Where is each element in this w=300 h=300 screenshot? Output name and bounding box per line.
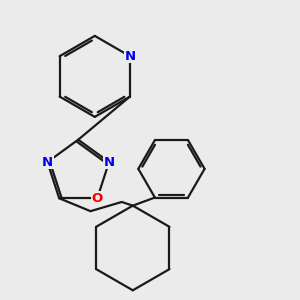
Text: N: N [103, 156, 115, 169]
Text: N: N [42, 156, 53, 169]
Text: N: N [124, 50, 135, 63]
Text: O: O [92, 192, 103, 205]
